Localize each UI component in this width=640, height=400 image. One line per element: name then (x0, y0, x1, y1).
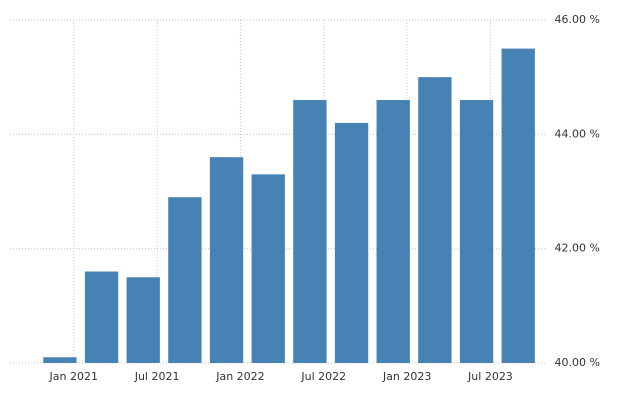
bar (459, 100, 494, 364)
y-tick-label: 42.00 % (555, 242, 600, 255)
bar (84, 271, 119, 363)
x-tick-label: Jul 2022 (300, 370, 346, 383)
y-tick-label: 44.00 % (555, 127, 600, 140)
x-tick-label: Jan 2021 (49, 370, 98, 383)
x-tick-label: Jan 2022 (215, 370, 264, 383)
bar (126, 277, 160, 363)
y-tick-label: 46.00 % (555, 13, 600, 26)
bar (501, 48, 535, 363)
x-tick-label: Jul 2021 (134, 370, 180, 383)
bar (168, 197, 202, 363)
bar (293, 100, 327, 364)
bar (251, 174, 285, 363)
bar (418, 77, 452, 364)
bar (43, 357, 77, 363)
bar (209, 157, 244, 363)
x-tick-label: Jul 2023 (467, 370, 513, 383)
x-tick-label: Jan 2023 (382, 370, 431, 383)
y-tick-label: 40.00 % (555, 356, 600, 369)
bar (334, 122, 369, 364)
bar (376, 100, 410, 364)
